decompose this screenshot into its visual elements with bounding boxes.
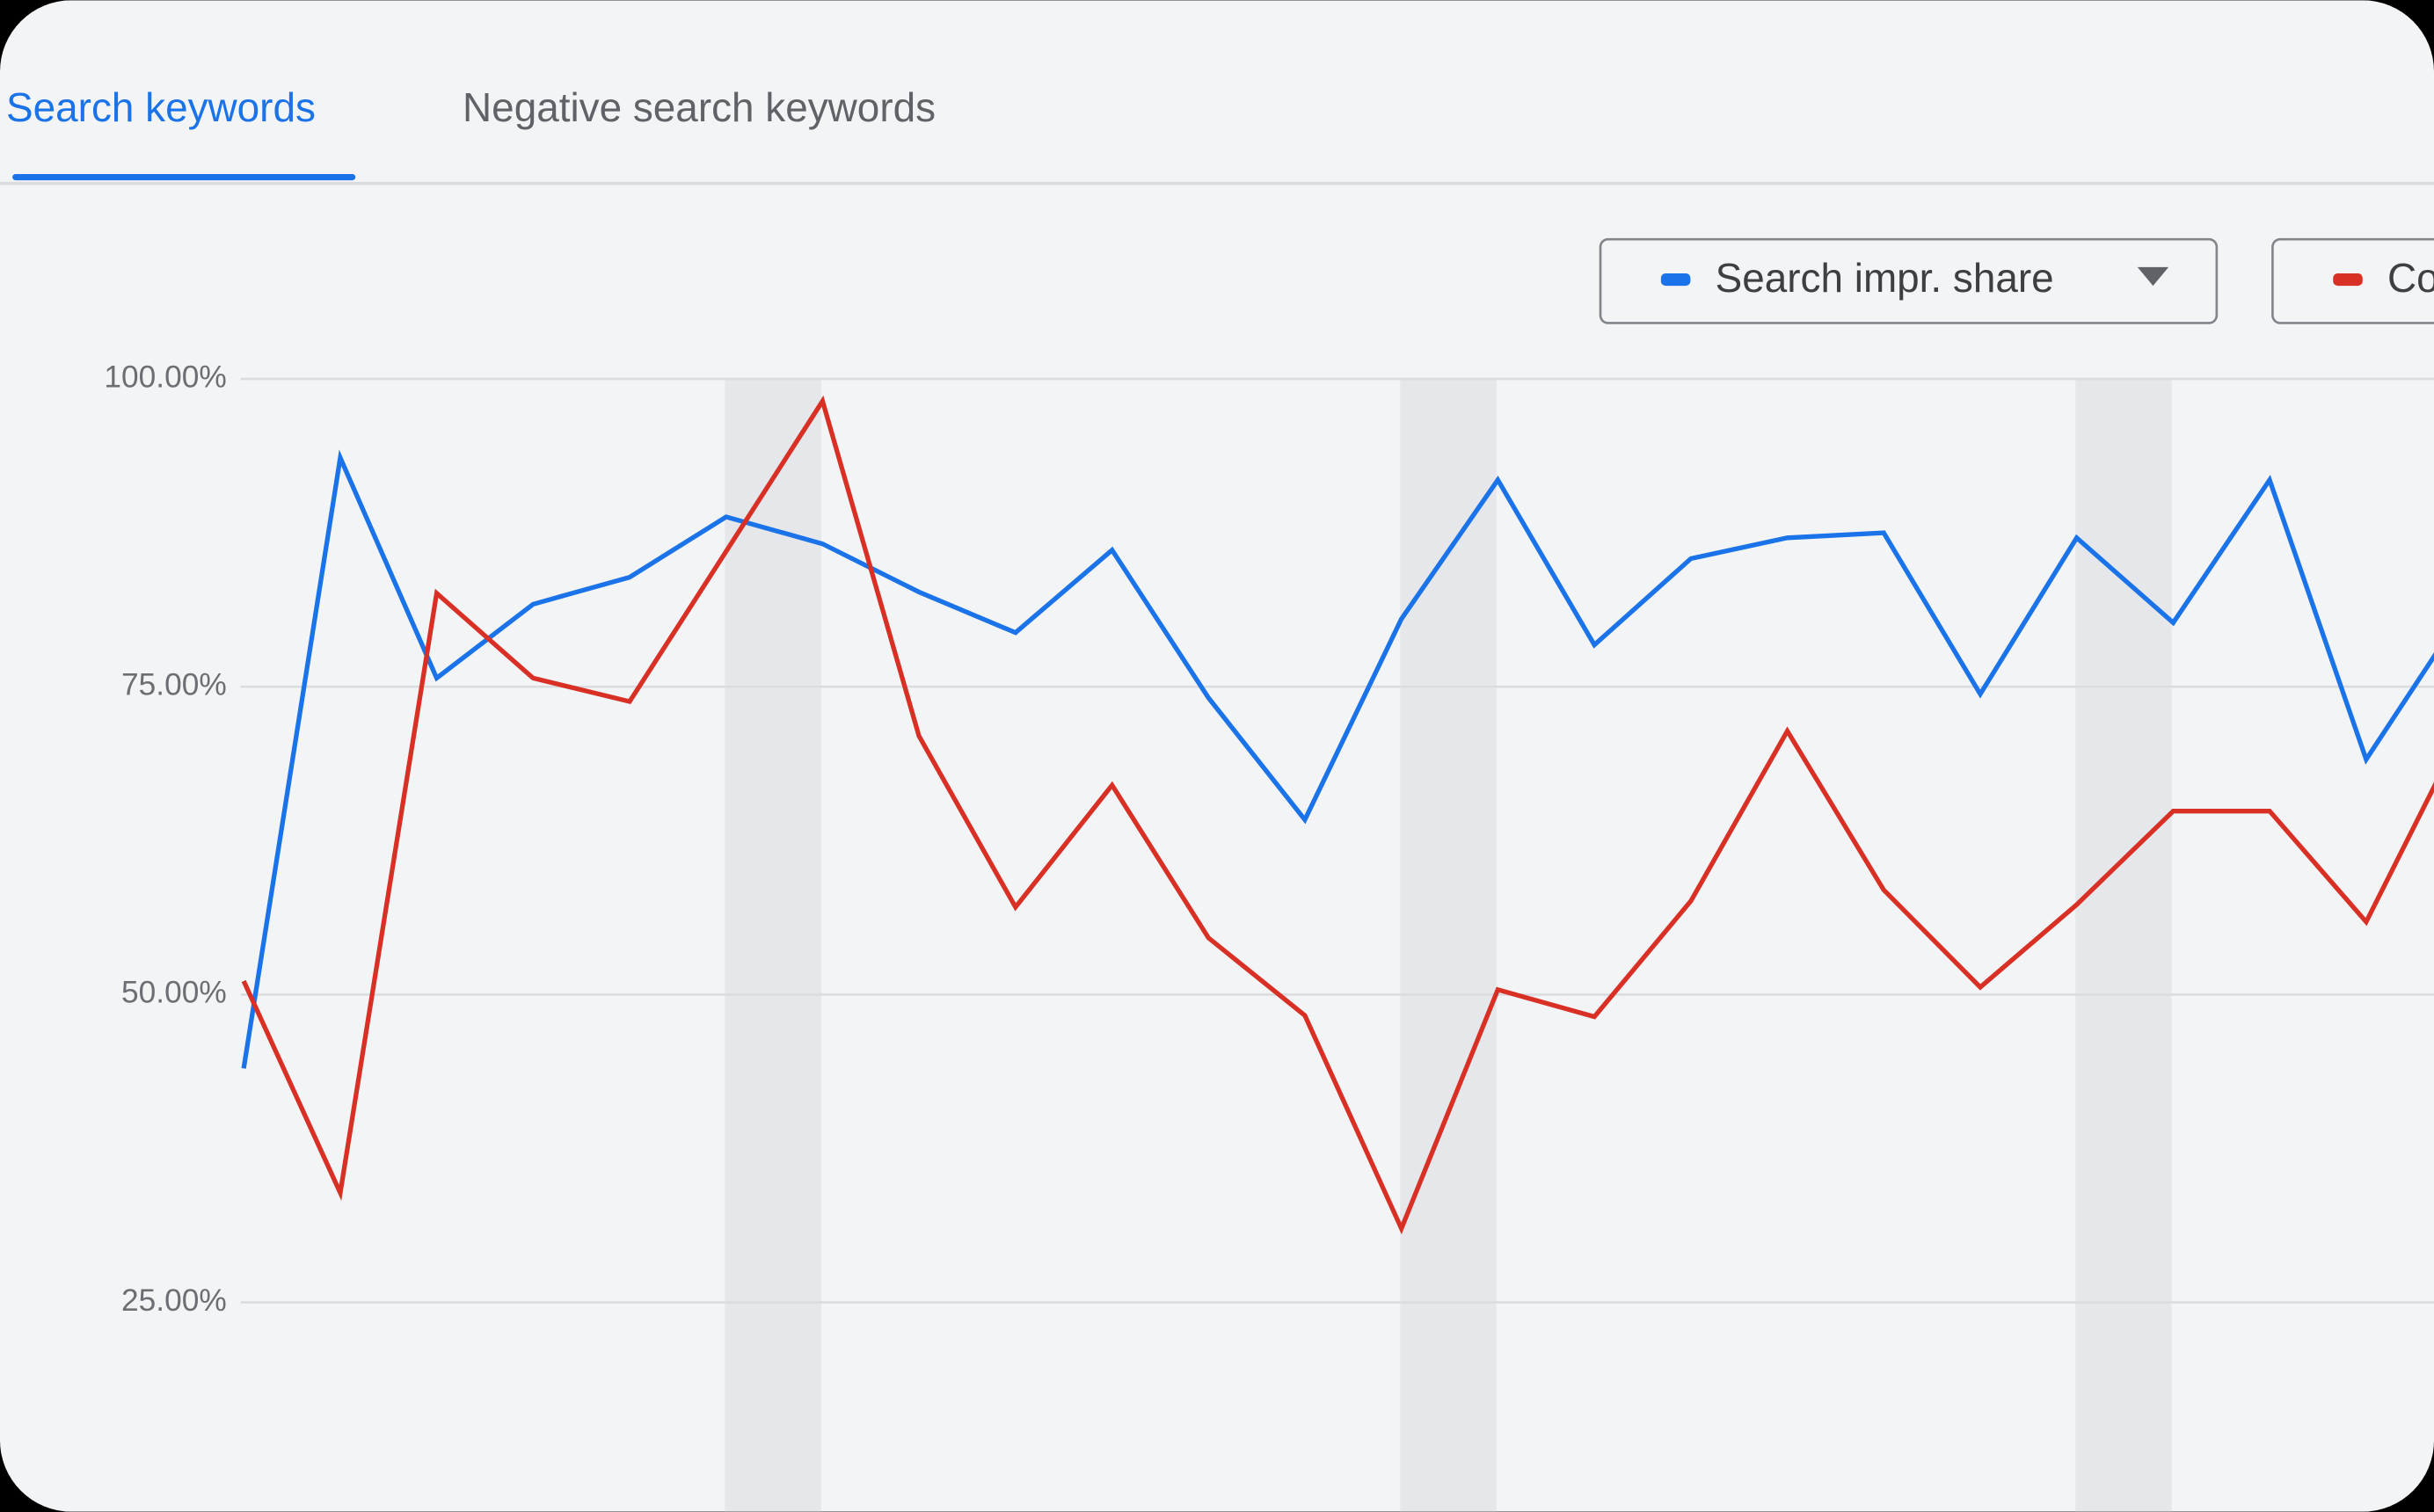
legend-button[interactable] xyxy=(1599,237,2219,324)
y-tick-label: 75.00% xyxy=(121,668,227,702)
tab[interactable]: Negative search keywords xyxy=(463,84,936,130)
y-tick-label: 50.00% xyxy=(121,976,227,1010)
series-line xyxy=(241,449,2434,1069)
dropdown-arrow[interactable] xyxy=(2137,266,2169,287)
weekend-band xyxy=(2075,379,2172,1512)
series-line xyxy=(241,395,2434,1235)
legend-swatch xyxy=(2333,273,2363,287)
legend-button[interactable] xyxy=(2271,237,2434,324)
legend-label[interactable]: Co xyxy=(2387,255,2434,301)
weekend-band xyxy=(1400,379,1497,1512)
legend-label[interactable]: Search impr. share xyxy=(1716,255,2054,301)
y-tick-label: 25.00% xyxy=(121,1283,227,1318)
legend-swatch xyxy=(1660,273,1691,287)
weekend-band xyxy=(725,379,821,1512)
y-tick-label: 100.00% xyxy=(104,360,226,394)
tab-indicator xyxy=(12,174,356,181)
tab[interactable]: Search keywords xyxy=(6,84,316,130)
